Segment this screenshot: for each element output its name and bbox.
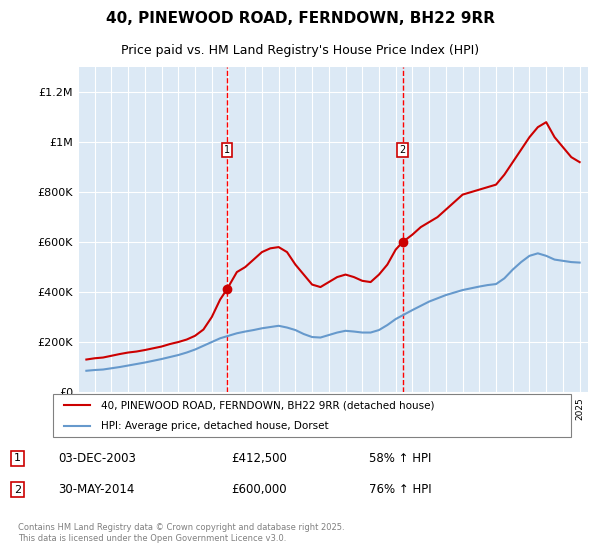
Text: 30-MAY-2014: 30-MAY-2014	[58, 483, 134, 496]
Text: 40, PINEWOOD ROAD, FERNDOWN, BH22 9RR: 40, PINEWOOD ROAD, FERNDOWN, BH22 9RR	[106, 11, 494, 26]
Text: 03-DEC-2003: 03-DEC-2003	[58, 452, 136, 465]
Text: 2: 2	[14, 485, 22, 494]
Text: 1: 1	[14, 454, 21, 464]
Text: 1: 1	[224, 144, 230, 155]
Text: 76% ↑ HPI: 76% ↑ HPI	[369, 483, 432, 496]
Text: HPI: Average price, detached house, Dorset: HPI: Average price, detached house, Dors…	[101, 421, 328, 431]
Text: 58% ↑ HPI: 58% ↑ HPI	[369, 452, 431, 465]
Text: Contains HM Land Registry data © Crown copyright and database right 2025.
This d: Contains HM Land Registry data © Crown c…	[18, 524, 344, 543]
FancyBboxPatch shape	[53, 394, 571, 437]
Text: £412,500: £412,500	[231, 452, 287, 465]
Text: Price paid vs. HM Land Registry's House Price Index (HPI): Price paid vs. HM Land Registry's House …	[121, 44, 479, 57]
Text: 2: 2	[400, 144, 406, 155]
Text: £600,000: £600,000	[231, 483, 287, 496]
Text: 40, PINEWOOD ROAD, FERNDOWN, BH22 9RR (detached house): 40, PINEWOOD ROAD, FERNDOWN, BH22 9RR (d…	[101, 400, 434, 410]
